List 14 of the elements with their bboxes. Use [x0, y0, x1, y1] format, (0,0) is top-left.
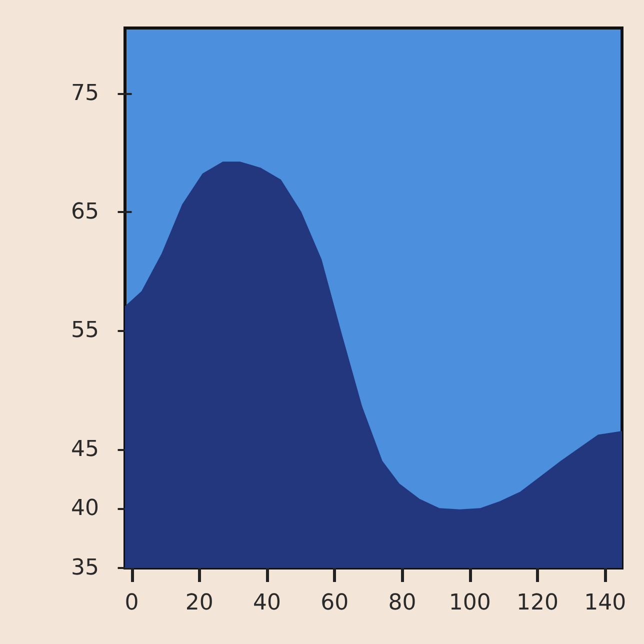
y-tick-label: 55: [71, 318, 99, 344]
x-tick-label: 80: [388, 590, 416, 616]
x-tick-label: 120: [516, 590, 558, 616]
x-tick-label: 100: [448, 590, 491, 616]
y-tick-label: 35: [71, 556, 99, 580]
y-tick-label: 65: [71, 199, 99, 224]
x-tick-label: 40: [253, 590, 281, 616]
x-tick-label: 140: [584, 590, 626, 616]
y-tick-label: 40: [71, 496, 99, 522]
y-tick-label: 45: [71, 436, 99, 462]
y-tick-label: 75: [71, 80, 99, 106]
x-tick-label: 0: [124, 590, 139, 616]
x-tick-label: 20: [185, 590, 214, 616]
x-tick-label: 60: [320, 590, 349, 616]
